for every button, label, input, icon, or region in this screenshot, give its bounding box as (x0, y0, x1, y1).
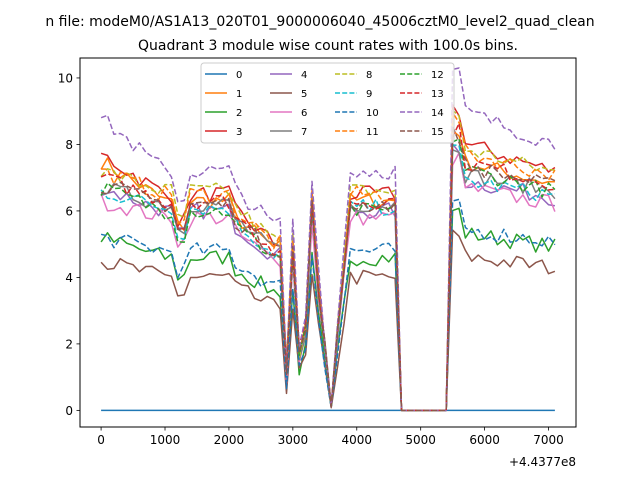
legend-label-7: 7 (301, 127, 307, 138)
legend-label-15: 15 (431, 127, 444, 138)
legend-label-6: 6 (301, 108, 307, 119)
x-tick-label: 5000 (405, 433, 436, 447)
x-tick-label: 4000 (341, 433, 372, 447)
legend-label-14: 14 (431, 108, 444, 119)
series-line-10 (100, 198, 556, 412)
legend-label-3: 3 (236, 127, 242, 138)
legend-frame (200, 62, 455, 144)
y-tick-label: 2 (65, 337, 73, 351)
series-line-15 (100, 125, 556, 412)
x-offset-label: +4.4377e8 (509, 455, 576, 469)
legend-label-10: 10 (366, 108, 379, 119)
series-line-14 (100, 67, 556, 412)
y-tick-label: 4 (65, 271, 73, 285)
axes-frame (79, 57, 577, 428)
series-layer (100, 67, 556, 412)
chart-title: Quadrant 3 module wise count rates with … (138, 38, 518, 54)
x-tick-label: 7000 (533, 433, 564, 447)
x-tick-label: 2000 (214, 433, 245, 447)
y-tick-label: 6 (65, 204, 73, 218)
legend-label-8: 8 (366, 70, 372, 81)
legend-label-2: 2 (236, 108, 242, 119)
x-tick-label: 3000 (278, 433, 309, 447)
legend-label-13: 13 (431, 89, 444, 100)
series-line-9 (100, 144, 555, 412)
x-tick-label: 1000 (150, 433, 181, 447)
y-tick-label: 8 (65, 138, 73, 152)
legend-label-9: 9 (366, 89, 372, 100)
legend-label-12: 12 (431, 70, 444, 81)
legend-label-4: 4 (301, 70, 307, 81)
suptitle: n file: modeM0/AS1A13_020T01_9000006040_… (45, 14, 594, 30)
legend-label-11: 11 (366, 127, 379, 138)
legend-label-5: 5 (301, 89, 307, 100)
legend-label-0: 0 (236, 70, 242, 81)
y-tick-label: 0 (65, 404, 73, 418)
x-tick-label: 0 (97, 433, 105, 447)
y-tick-label: 10 (58, 71, 73, 85)
legend-label-1: 1 (236, 89, 242, 100)
x-tick-label: 6000 (469, 433, 500, 447)
